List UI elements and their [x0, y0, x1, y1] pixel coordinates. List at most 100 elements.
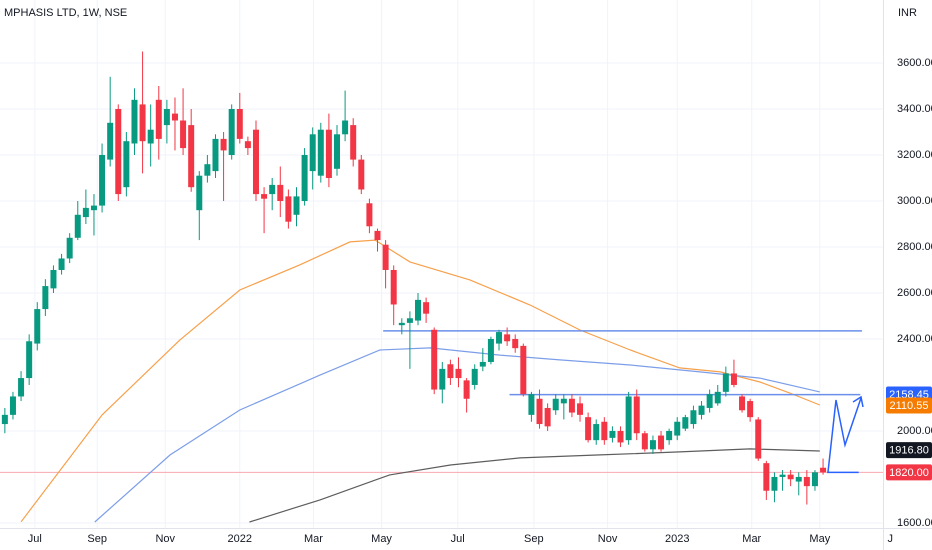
candle-body	[9, 396, 16, 415]
x-tick-label: Jul	[451, 533, 465, 545]
candle-body	[447, 364, 454, 379]
price-label-bg	[886, 464, 932, 481]
candle-body	[188, 125, 195, 188]
candle-body	[593, 424, 600, 441]
candle-body	[504, 334, 511, 342]
candle-body	[66, 237, 73, 259]
candle-body	[155, 99, 162, 139]
plot-area	[0, 51, 883, 523]
candle-body	[560, 398, 567, 404]
candle-body	[479, 361, 486, 367]
price-label: 2110.55	[890, 400, 929, 412]
y-tick-label: 3000.00	[897, 195, 932, 207]
y-tick-label: 3400.00	[897, 103, 932, 115]
x-tick-label: May	[809, 533, 830, 545]
candle-body	[26, 341, 33, 379]
candle-body	[277, 184, 284, 201]
candle-body	[431, 329, 438, 390]
candle-body	[171, 113, 178, 121]
candle-body	[180, 120, 187, 149]
candle-body	[811, 472, 818, 487]
candle-body	[763, 463, 770, 491]
candle-body	[455, 368, 462, 379]
candle-body	[690, 410, 697, 425]
candle-body	[633, 396, 640, 434]
candle-body	[609, 430, 616, 438]
candle-body	[350, 125, 357, 160]
candle-body	[577, 403, 584, 415]
candle-body	[269, 184, 276, 195]
candle-body	[228, 109, 235, 155]
candle-body	[747, 401, 754, 418]
candle-body	[333, 134, 340, 169]
candle-body	[649, 440, 656, 450]
candle-body	[204, 164, 211, 176]
candle-body	[366, 203, 373, 227]
candle-body	[755, 419, 762, 459]
projection-arrow	[827, 395, 864, 473]
candle-body	[34, 309, 41, 344]
currency-label: INR	[898, 7, 917, 19]
candle-body	[261, 194, 268, 199]
price-label-bg	[886, 397, 932, 414]
x-tick-label: Mar	[304, 533, 323, 545]
price-label: 1916.80	[889, 444, 929, 456]
candle-body	[625, 396, 632, 441]
candle-body	[674, 421, 681, 436]
candle-body	[544, 407, 551, 427]
candle-body	[528, 394, 535, 415]
candle-body	[406, 318, 413, 323]
x-tick-label: Jul	[28, 533, 42, 545]
moving-average	[94, 347, 820, 523]
price-label: 1820.00	[889, 467, 929, 479]
candle-body	[18, 378, 25, 397]
y-tick-label: 2400.00	[897, 333, 932, 345]
candle-body	[390, 269, 397, 305]
candle-body	[374, 230, 381, 241]
candle-body	[771, 476, 778, 491]
candle-body	[698, 405, 705, 415]
candle-body	[787, 474, 794, 480]
grid	[0, 0, 883, 528]
candle-body	[90, 205, 97, 211]
candle-body	[463, 380, 470, 399]
candle-body	[74, 214, 81, 238]
x-tick-label: Sep	[87, 533, 107, 545]
candle-body	[398, 322, 405, 326]
candle-body	[252, 129, 259, 195]
x-tick-label: Sep	[524, 533, 544, 545]
candle-body	[536, 398, 543, 425]
x-tick-label: Nov	[155, 533, 175, 545]
candle-body	[820, 467, 827, 473]
candle-body	[382, 244, 389, 270]
candle-body	[722, 373, 729, 392]
candle-body	[236, 109, 243, 139]
candle-body	[496, 332, 503, 344]
y-tick-label: 2800.00	[897, 241, 932, 253]
candle-body	[285, 196, 292, 222]
candle-body	[682, 417, 689, 429]
x-tick-label: May	[371, 533, 392, 545]
candle-body	[147, 129, 154, 144]
candle-body	[131, 99, 138, 144]
candle-body	[415, 299, 422, 321]
candle-body	[115, 109, 122, 195]
y-tick-label: 3200.00	[897, 149, 932, 161]
candle-body	[779, 474, 786, 477]
y-tick-label: 3600.00	[897, 57, 932, 69]
candle-body	[358, 159, 365, 190]
candle-body	[795, 476, 802, 482]
candle-body	[666, 430, 673, 441]
candle-body	[714, 391, 721, 404]
candle-body	[50, 269, 57, 289]
candle-body	[212, 138, 219, 172]
y-tick-label: 2600.00	[897, 287, 932, 299]
candle-body	[520, 345, 527, 395]
price-label-bg	[886, 442, 932, 459]
candle-body	[617, 430, 624, 443]
candle-body	[42, 286, 49, 310]
